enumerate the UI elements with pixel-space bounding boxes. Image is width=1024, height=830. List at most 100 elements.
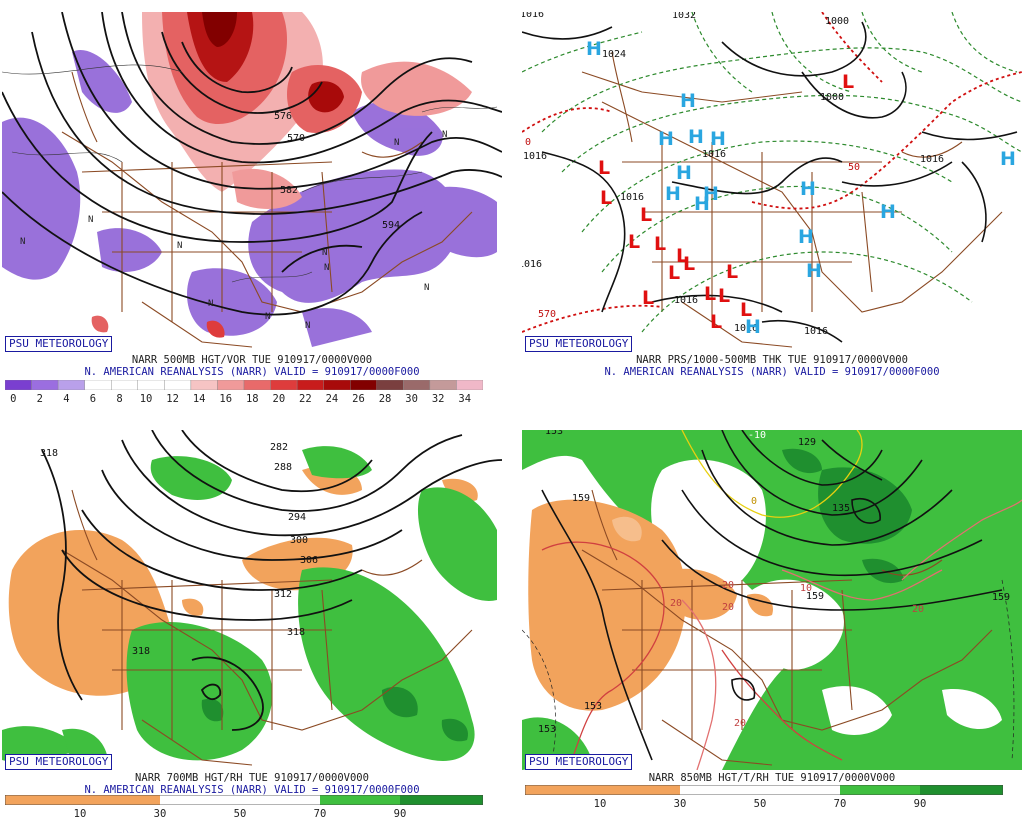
moist-dark-shading bbox=[201, 686, 468, 742]
psu-meteorology-label: PSU METEOROLOGY bbox=[525, 754, 633, 770]
colorbar-tick-label: 0 bbox=[10, 393, 17, 405]
thickness-contours bbox=[522, 12, 1022, 333]
colorbar-tick-label: 50 bbox=[233, 808, 247, 820]
colorbar-swatch bbox=[350, 380, 377, 390]
colorbar-swatch bbox=[31, 380, 59, 390]
map-850mb: 153 159 153 153 159 135 129 -10 0 10 20 … bbox=[522, 430, 1022, 770]
colorbar-tick-label: 10 bbox=[139, 393, 153, 405]
state-borders bbox=[61, 71, 473, 348]
contour-label: 153 bbox=[545, 430, 563, 437]
colorbar-tick-label: 70 bbox=[833, 798, 847, 810]
colorbar-tick-label: 10 bbox=[593, 798, 607, 810]
contour-label: 282 bbox=[270, 442, 288, 453]
high-symbol: H bbox=[586, 38, 602, 60]
moist-shading bbox=[2, 446, 497, 765]
vort-symbol: N bbox=[324, 263, 329, 273]
contour-label: 318 bbox=[132, 646, 150, 657]
high-symbol: H bbox=[680, 90, 696, 112]
vort-symbol: N bbox=[394, 138, 399, 148]
colorbar-tick-label: 14 bbox=[192, 393, 206, 405]
contour-label: 1016 bbox=[674, 295, 698, 306]
vorticity-colorbar-ticks: 0 2 4 6 8 10 12 14 16 18 20 22 24 26 28 30 32 34 bbox=[5, 393, 483, 407]
panel-500mb: 576 570 582 594 N N N N N N N N N N N PS… bbox=[2, 12, 502, 412]
map-500mb: 576 570 582 594 N N N N N N N N N N N bbox=[2, 12, 502, 352]
contour-label: 318 bbox=[40, 448, 58, 459]
vorticity-colorbar bbox=[5, 380, 483, 390]
colorbar-tick-label: 34 bbox=[458, 393, 472, 405]
contour-label: 20 bbox=[670, 598, 682, 609]
vort-symbol: N bbox=[305, 321, 310, 331]
contour-label: -10 bbox=[748, 430, 766, 441]
vort-symbol: N bbox=[20, 237, 25, 247]
colorbar-swatch bbox=[296, 380, 324, 390]
contour-label: 159 bbox=[992, 592, 1010, 603]
contour-label: 153 bbox=[584, 701, 602, 712]
contour-label: 582 bbox=[280, 185, 298, 196]
colorbar-swatch bbox=[429, 380, 457, 390]
colorbar-swatch bbox=[164, 380, 192, 390]
contour-label: 312 bbox=[274, 589, 292, 600]
contour-label: 570 bbox=[538, 309, 556, 320]
contour-label: 594 bbox=[382, 220, 400, 231]
vorticity-high-shading bbox=[91, 12, 472, 338]
high-symbol: H bbox=[665, 183, 681, 205]
contour-label: 288 bbox=[274, 462, 292, 473]
contour-label: 576 bbox=[274, 111, 292, 122]
colorbar-tick-label: 18 bbox=[245, 393, 259, 405]
contour-label: 0 bbox=[525, 137, 531, 148]
height-contours bbox=[2, 12, 502, 316]
colorbar-swatch bbox=[190, 380, 218, 390]
vort-symbol: N bbox=[208, 299, 213, 309]
colorbar-swatch bbox=[5, 380, 32, 390]
low-symbol: L bbox=[668, 262, 680, 284]
contour-label: 20 bbox=[912, 604, 924, 615]
contour-label: 0 bbox=[751, 496, 757, 507]
colorbar-tick-label: 24 bbox=[325, 393, 339, 405]
state-borders bbox=[581, 51, 1003, 348]
colorbar-tick-label: 90 bbox=[393, 808, 407, 820]
state-borders bbox=[61, 489, 473, 766]
high-symbol: H bbox=[800, 178, 816, 200]
colorbar-tick-label: 26 bbox=[352, 393, 365, 405]
contour-label: 1016 bbox=[620, 192, 644, 203]
contour-label: 1016 bbox=[920, 154, 944, 165]
high-symbol: H bbox=[694, 193, 710, 215]
contour-label: 306 bbox=[300, 555, 318, 566]
colorbar-tick-label: 30 bbox=[405, 393, 418, 405]
colorbar-swatch bbox=[111, 380, 138, 390]
low-pressure-symbols: L L L L L L L L L L L L L L L bbox=[598, 71, 854, 333]
low-symbol: L bbox=[654, 233, 666, 255]
contour-label: 318 bbox=[287, 627, 305, 638]
vorticity-symbols: N N N N N N N N N N N bbox=[20, 130, 447, 331]
contour-label: 1016 bbox=[522, 12, 544, 20]
contour-label: 129 bbox=[798, 437, 816, 448]
contour-labels: 153 159 153 153 159 135 129 -10 0 10 20 … bbox=[538, 430, 1010, 735]
colorbar-tick-label: 4 bbox=[63, 393, 70, 405]
colorbar-tick-label: 2 bbox=[36, 393, 43, 405]
contour-labels: 318 282 288 294 300 306 312 318 318 bbox=[40, 442, 318, 657]
colorbar-tick-label: 90 bbox=[913, 798, 927, 810]
colorbar-tick-label: 8 bbox=[116, 393, 123, 405]
rh-colorbar-ticks: 10 30 50 70 90 bbox=[5, 808, 483, 822]
high-symbol: H bbox=[676, 162, 692, 184]
colorbar-tick-label: 28 bbox=[378, 393, 392, 405]
vort-symbol: N bbox=[322, 248, 327, 258]
low-symbol: L bbox=[642, 287, 654, 309]
contour-label: 570 bbox=[287, 133, 305, 144]
colorbar-swatch bbox=[270, 380, 298, 390]
colorbar-tick-label: 10 bbox=[73, 808, 87, 820]
vort-symbol: N bbox=[424, 283, 429, 293]
high-symbol: H bbox=[806, 260, 822, 282]
contour-label: 294 bbox=[288, 512, 306, 523]
colorbar-swatch bbox=[217, 380, 245, 390]
vort-symbol: N bbox=[177, 241, 182, 251]
colorbar-tick-label: 12 bbox=[166, 393, 179, 405]
height-contours bbox=[41, 430, 502, 731]
contour-label: 153 bbox=[538, 724, 556, 735]
psu-meteorology-label: PSU METEOROLOGY bbox=[525, 336, 633, 352]
low-symbol: L bbox=[628, 231, 640, 253]
contour-label: 1016 bbox=[522, 259, 542, 270]
low-symbol: L bbox=[676, 245, 688, 267]
colorbar-swatch bbox=[323, 380, 351, 390]
map-700mb: 318 282 288 294 300 306 312 318 318 bbox=[2, 430, 502, 770]
